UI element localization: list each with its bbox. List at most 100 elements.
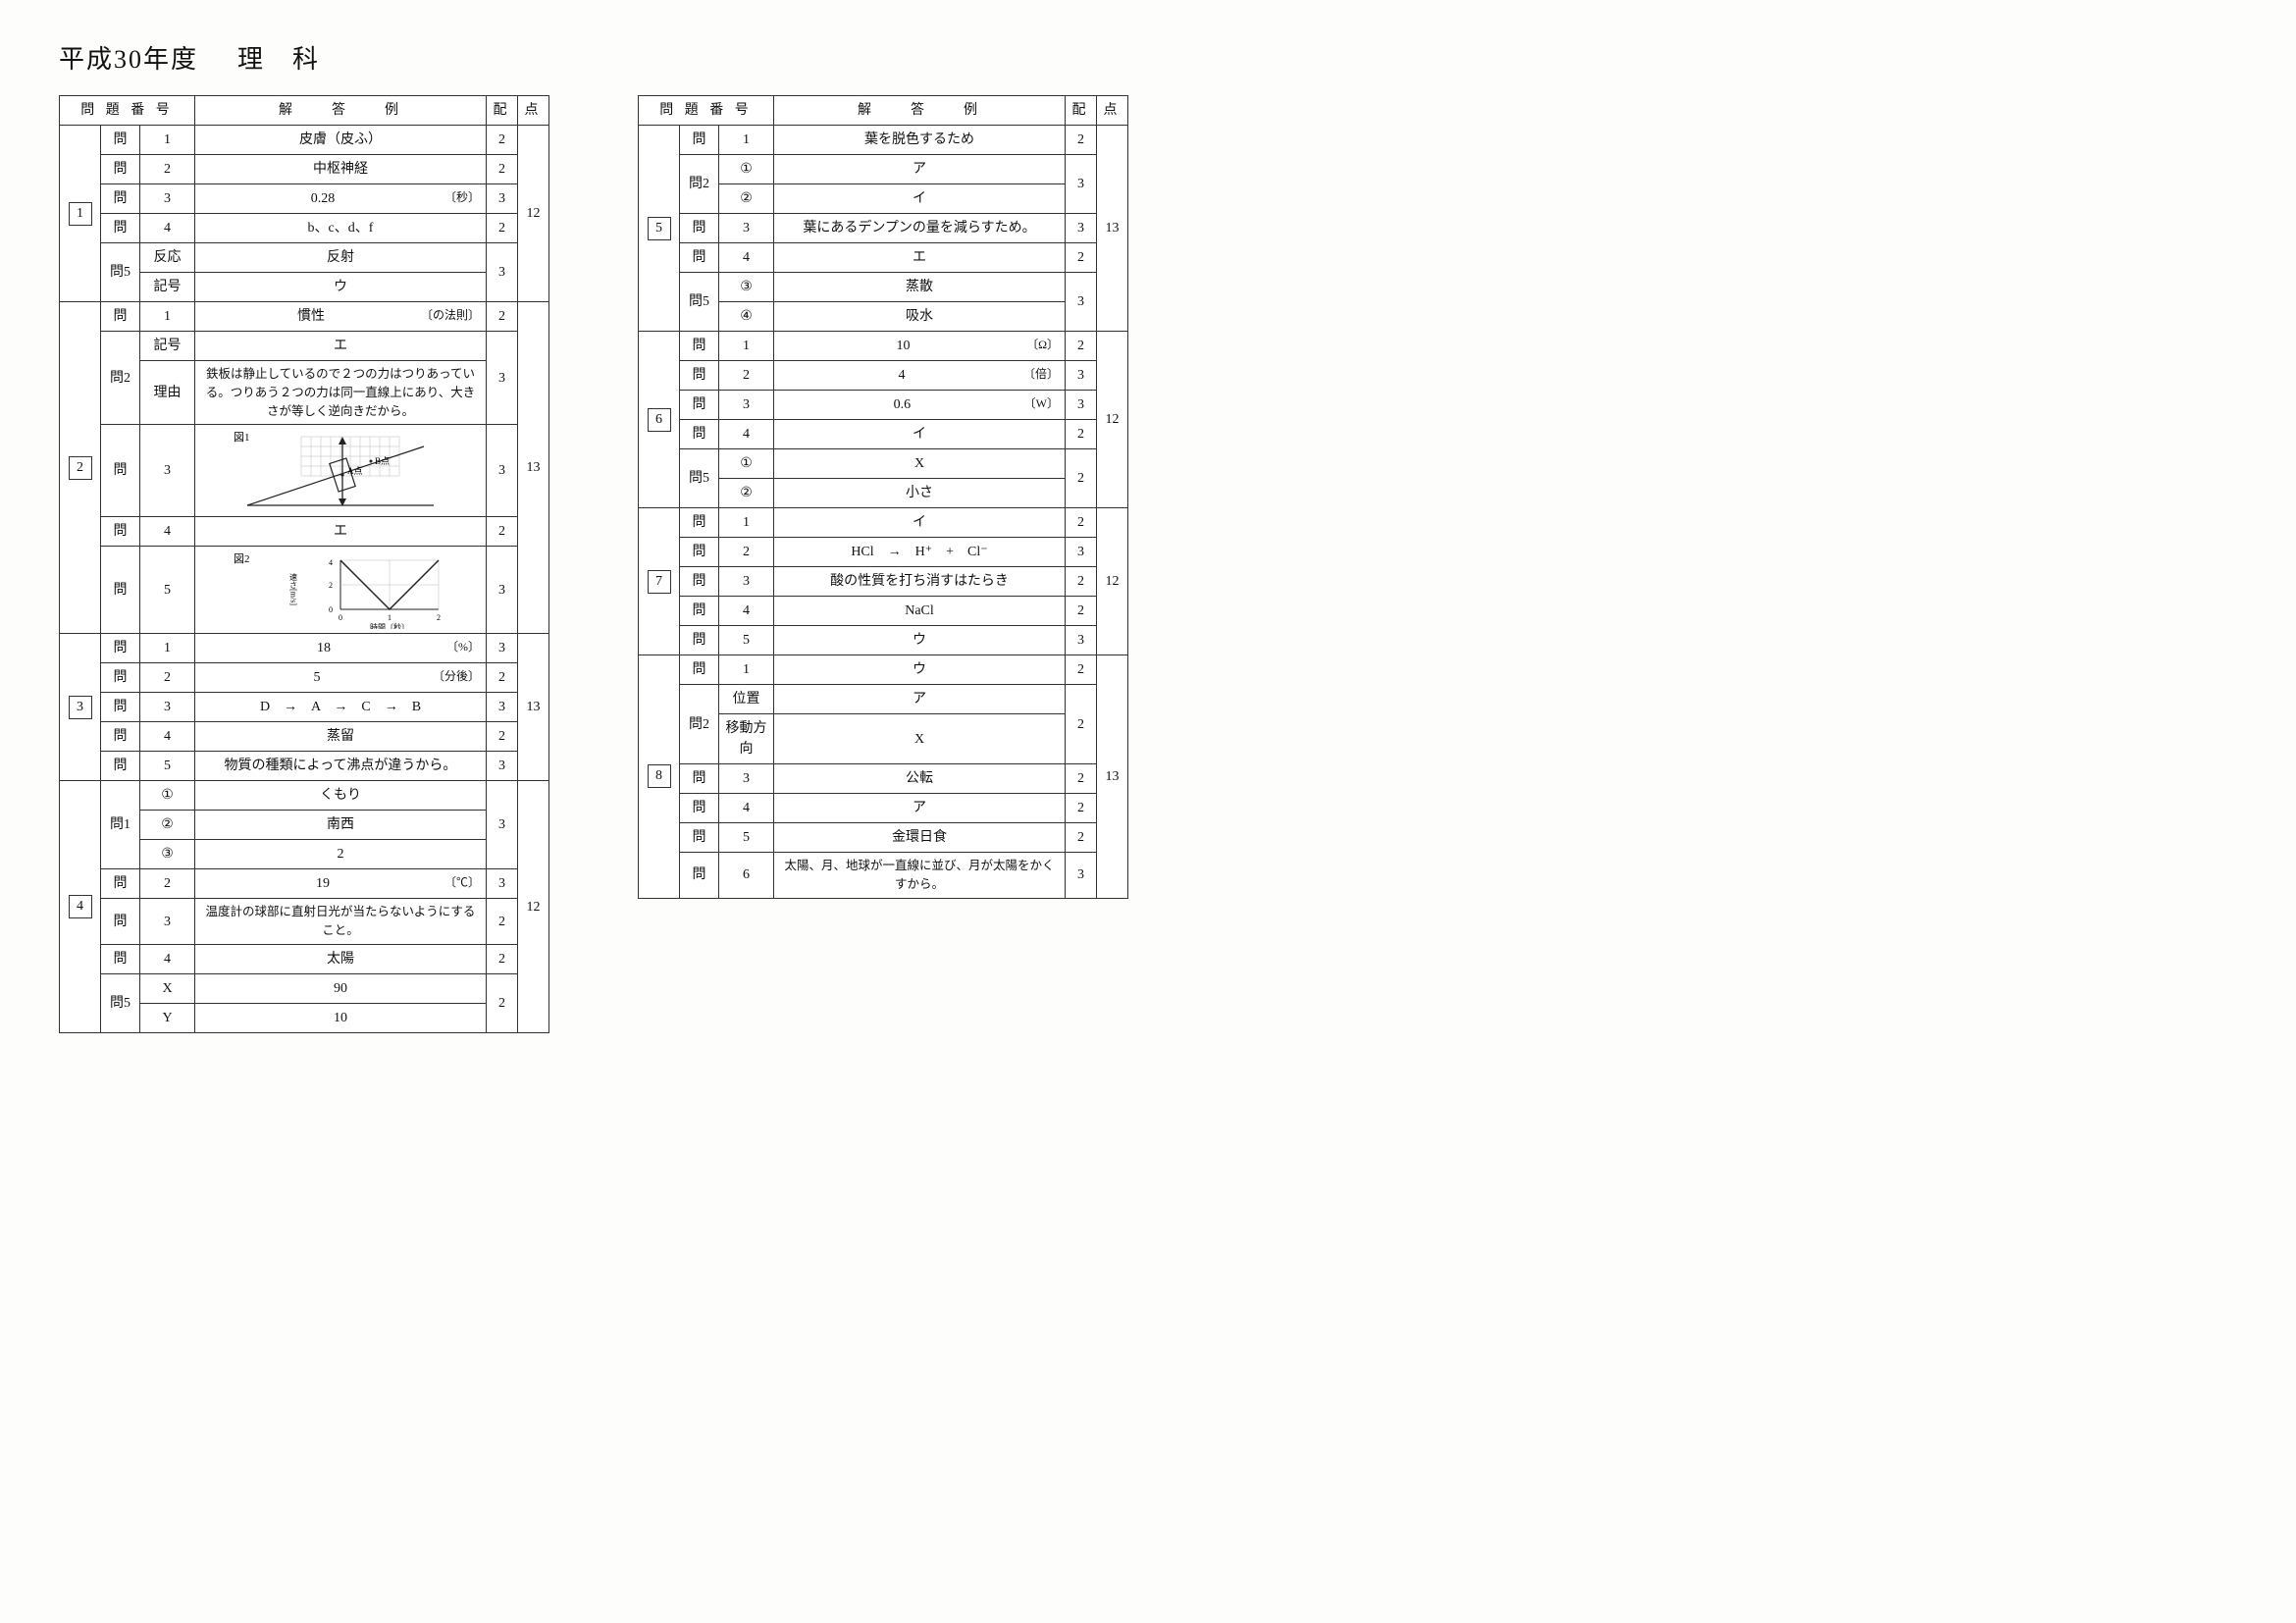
table-row: 7問1イ212: [639, 508, 1128, 538]
answer-unit: 〔Ω〕: [1026, 336, 1059, 353]
question-sub: 記号: [140, 332, 195, 361]
table-row: 問4イ2: [639, 420, 1128, 449]
section-total: 12: [1097, 508, 1128, 655]
table-row: 問3葉にあるデンプンの量を減らすため。3: [639, 214, 1128, 243]
question-sub: 1: [140, 302, 195, 332]
question-sub: 記号: [140, 273, 195, 302]
table-row: 問6太陽、月、地球が一直線に並び、月が太陽をかくすから。3: [639, 853, 1128, 899]
answer-text: D → A → C → B: [260, 700, 421, 714]
question-label: 問: [680, 214, 719, 243]
question-sub: 4: [719, 243, 774, 273]
section-number: 3: [60, 634, 101, 781]
question-sub: 3: [140, 693, 195, 722]
question-sub: 1: [719, 655, 774, 685]
answer-text: エ: [334, 339, 347, 353]
section-total: 13: [518, 302, 549, 634]
question-sub: 3: [719, 391, 774, 420]
question-sub: 理由: [140, 361, 195, 425]
points: 3: [487, 332, 518, 425]
points: 2: [1066, 823, 1097, 853]
points: 2: [487, 302, 518, 332]
question-label: 問: [680, 420, 719, 449]
question-label: 問: [101, 302, 140, 332]
answer-text: エ: [913, 250, 926, 265]
question-sub: Y: [140, 1003, 195, 1032]
question-sub: 2: [140, 869, 195, 899]
question-label: 問: [680, 126, 719, 155]
svg-text:時間〔秒〕: 時間〔秒〕: [370, 622, 409, 629]
question-sub: ①: [140, 781, 195, 811]
question-label: 問: [680, 361, 719, 391]
question-label: 問5: [680, 449, 719, 508]
question-sub: ①: [719, 155, 774, 184]
answer-table: 問 題 番 号解 答 例配点5問1葉を脱色するため213問2①ア3②イ問3葉にあ…: [638, 95, 1128, 899]
question-sub: 5: [140, 547, 195, 634]
question-sub: 4: [140, 214, 195, 243]
table-header-row: 問 題 番 号解 答 例配点: [639, 96, 1128, 126]
question-sub: 4: [140, 722, 195, 752]
section-total: 12: [1097, 332, 1128, 508]
answer-text: 温度計の球部に直射日光が当たらないようにすること。: [206, 905, 476, 937]
answer-unit: 〔秒〕: [444, 188, 480, 206]
question-sub: ③: [140, 840, 195, 869]
page-title: 平成30年度理 科: [59, 39, 2237, 76]
svg-text:1: 1: [388, 613, 391, 622]
question-label: 問: [680, 332, 719, 361]
answer-text: 皮膚（皮ふ）: [299, 132, 382, 147]
points: 3: [1066, 538, 1097, 567]
question-label: 問: [101, 869, 140, 899]
question-sub: 1: [719, 126, 774, 155]
table-row: 問3温度計の球部に直射日光が当たらないようにすること。2: [60, 899, 549, 945]
points: 2: [487, 155, 518, 184]
question-label: 問5: [101, 243, 140, 302]
table-row: 問4エ2: [60, 517, 549, 547]
table-row: 問219〔℃〕3: [60, 869, 549, 899]
hdr-kaitou: 解 答 例: [774, 96, 1066, 126]
hdr-hai: 配: [487, 96, 518, 126]
svg-text:4: 4: [329, 558, 333, 567]
answer-unit: 〔の法則〕: [421, 306, 480, 324]
table-row: 問4エ2: [639, 243, 1128, 273]
points: 3: [1066, 361, 1097, 391]
hdr-bangou: 問 題 番 号: [639, 96, 774, 126]
question-label: 問: [101, 184, 140, 214]
points: 3: [487, 869, 518, 899]
question-sub: 反応: [140, 243, 195, 273]
question-label: 問2: [680, 155, 719, 214]
table-row: 問3D → A → C → B3: [60, 693, 549, 722]
points: 2: [1066, 655, 1097, 685]
table-row: 問5 金環日食 2: [639, 823, 1128, 853]
question-sub: 位置: [719, 685, 774, 714]
table-row: 2問1慣性〔の法則〕213: [60, 302, 549, 332]
answer-text: イ: [913, 427, 926, 442]
question-label: 問: [101, 752, 140, 781]
question-label: 問: [101, 722, 140, 752]
answer-text: 金環日食: [892, 830, 947, 845]
points: 2: [487, 722, 518, 752]
answer-text: ウ: [334, 280, 347, 294]
question-label: 問: [680, 567, 719, 597]
question-sub: 6: [719, 853, 774, 899]
svg-text:2: 2: [437, 613, 441, 622]
question-sub: 1: [719, 332, 774, 361]
svg-text:速さ[m/s]: 速さ[m/s]: [289, 573, 298, 605]
table-row: 問25〔分後〕2: [60, 663, 549, 693]
table-row: 1問1皮膚（皮ふ）212: [60, 126, 549, 155]
question-label: 問5: [101, 973, 140, 1032]
table-row: 問3公転2: [639, 764, 1128, 794]
table-row: 問3 図1 A点 B点 3: [60, 425, 549, 517]
points: 2: [487, 517, 518, 547]
svg-text:図2: 図2: [234, 552, 250, 565]
question-sub: 5: [719, 823, 774, 853]
points: 3: [487, 547, 518, 634]
question-label: 問: [680, 823, 719, 853]
question-label: 問: [680, 391, 719, 420]
answer-text: ア: [913, 801, 926, 815]
question-label: 問: [101, 634, 140, 663]
answer-text: 10: [334, 1011, 347, 1025]
points: 2: [1066, 685, 1097, 764]
answer-text: ア: [913, 692, 926, 707]
section-total: 13: [1097, 655, 1128, 899]
table-row: 問24〔倍〕3: [639, 361, 1128, 391]
section-total: 13: [1097, 126, 1128, 332]
